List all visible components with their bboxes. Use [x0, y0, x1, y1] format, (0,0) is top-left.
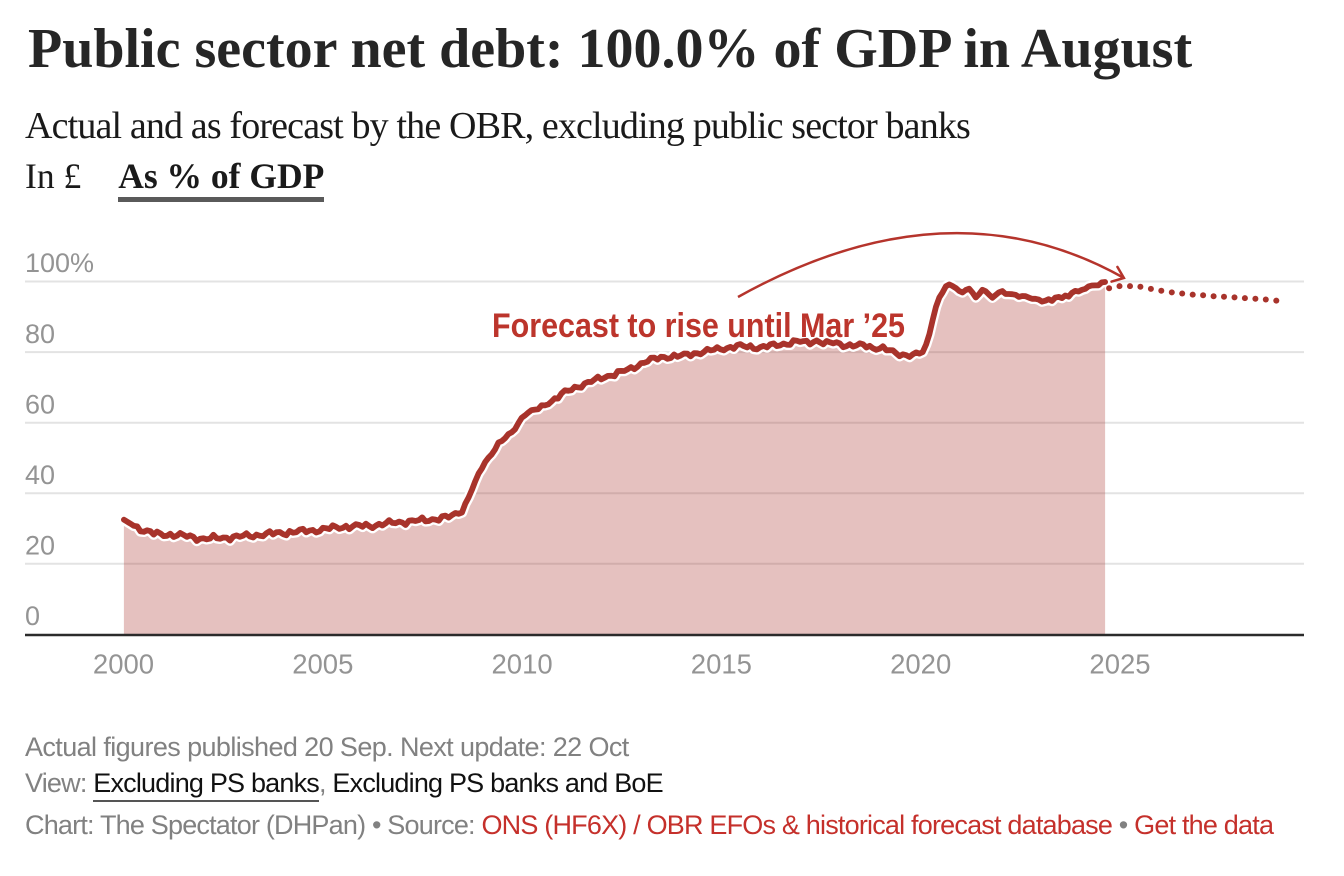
svg-text:40: 40	[25, 460, 55, 490]
svg-text:100%: 100%	[25, 248, 94, 278]
svg-text:2025: 2025	[1089, 649, 1150, 680]
svg-text:60: 60	[25, 389, 55, 419]
svg-text:0: 0	[25, 601, 40, 631]
svg-text:2010: 2010	[492, 649, 553, 680]
svg-text:2005: 2005	[292, 649, 353, 680]
svg-text:20: 20	[25, 531, 55, 561]
svg-text:2000: 2000	[93, 649, 154, 680]
svg-text:2015: 2015	[691, 649, 752, 680]
svg-text:80: 80	[25, 319, 55, 349]
svg-text:Forecast to rise until Mar ’25: Forecast to rise until Mar ’25	[492, 307, 905, 345]
svg-text:2020: 2020	[890, 649, 951, 680]
